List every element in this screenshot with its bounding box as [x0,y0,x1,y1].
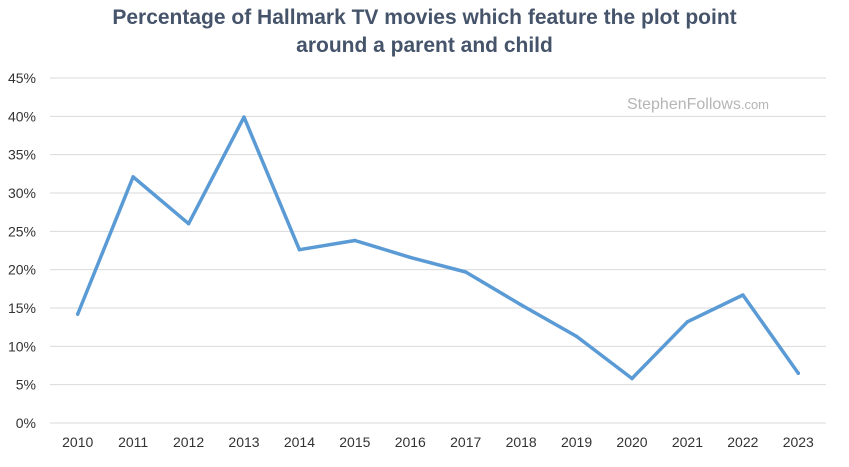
x-tick-label: 2014 [284,434,315,450]
x-tick-label: 2013 [228,434,259,450]
x-tick-label: 2023 [783,434,814,450]
x-tick-label: 2018 [506,434,537,450]
data-point [131,175,135,179]
series-layer [75,115,801,381]
x-tick-label: 2022 [727,434,758,450]
data-point [630,376,634,381]
y-tick-label: 5% [16,377,36,393]
x-tick-label: 2011 [118,434,148,450]
x-tick-label: 2019 [561,434,592,450]
x-tick-label: 2021 [672,434,703,450]
x-tick-label: 2017 [450,434,481,450]
data-point [685,320,690,324]
data-point [519,303,523,307]
y-tick-label: 0% [16,415,36,431]
y-tick-label: 30% [8,185,36,201]
y-tick-label: 45% [8,70,36,86]
x-axis-tick-labels: 2010 2011 2012 2013 2014 2015 2016 2017 2018 2019… [62,434,814,450]
y-tick-label: 20% [8,262,36,278]
watermark-suffix: .com [741,97,769,112]
data-point [796,371,801,375]
data-point [574,334,579,339]
x-tick-label: 2012 [173,434,204,450]
data-point [353,238,357,243]
watermark-main: StephenFollows [627,96,741,113]
y-tick-label: 35% [8,147,36,163]
data-point [242,115,246,119]
data-point [408,255,413,260]
x-tick-label: 2020 [616,434,647,450]
chart-title-line-2: around a parent and child [296,34,553,57]
x-tick-label: 2016 [395,434,426,450]
gridlines [50,77,826,424]
x-tick-label: 2015 [339,434,370,450]
series-line-0 [75,115,801,381]
data-point [186,221,191,226]
watermark: StephenFollows.com [627,96,769,113]
y-axis-tick-labels: 0% 5% 10% 15% 20% 25% 30% 35% 40% 45% [8,70,36,431]
x-tick-label: 2010 [62,434,93,450]
y-tick-label: 10% [8,338,36,354]
data-point [75,312,80,316]
data-point [297,247,302,252]
chart-title: Percentage of Hallmark TV movies which f… [0,4,849,60]
y-tick-label: 25% [8,223,36,239]
data-point [463,270,468,274]
chart-title-line-1: Percentage of Hallmark TV movies which f… [112,6,737,29]
data-point [741,293,745,297]
y-tick-label: 15% [8,300,36,316]
y-tick-label: 40% [8,108,36,124]
